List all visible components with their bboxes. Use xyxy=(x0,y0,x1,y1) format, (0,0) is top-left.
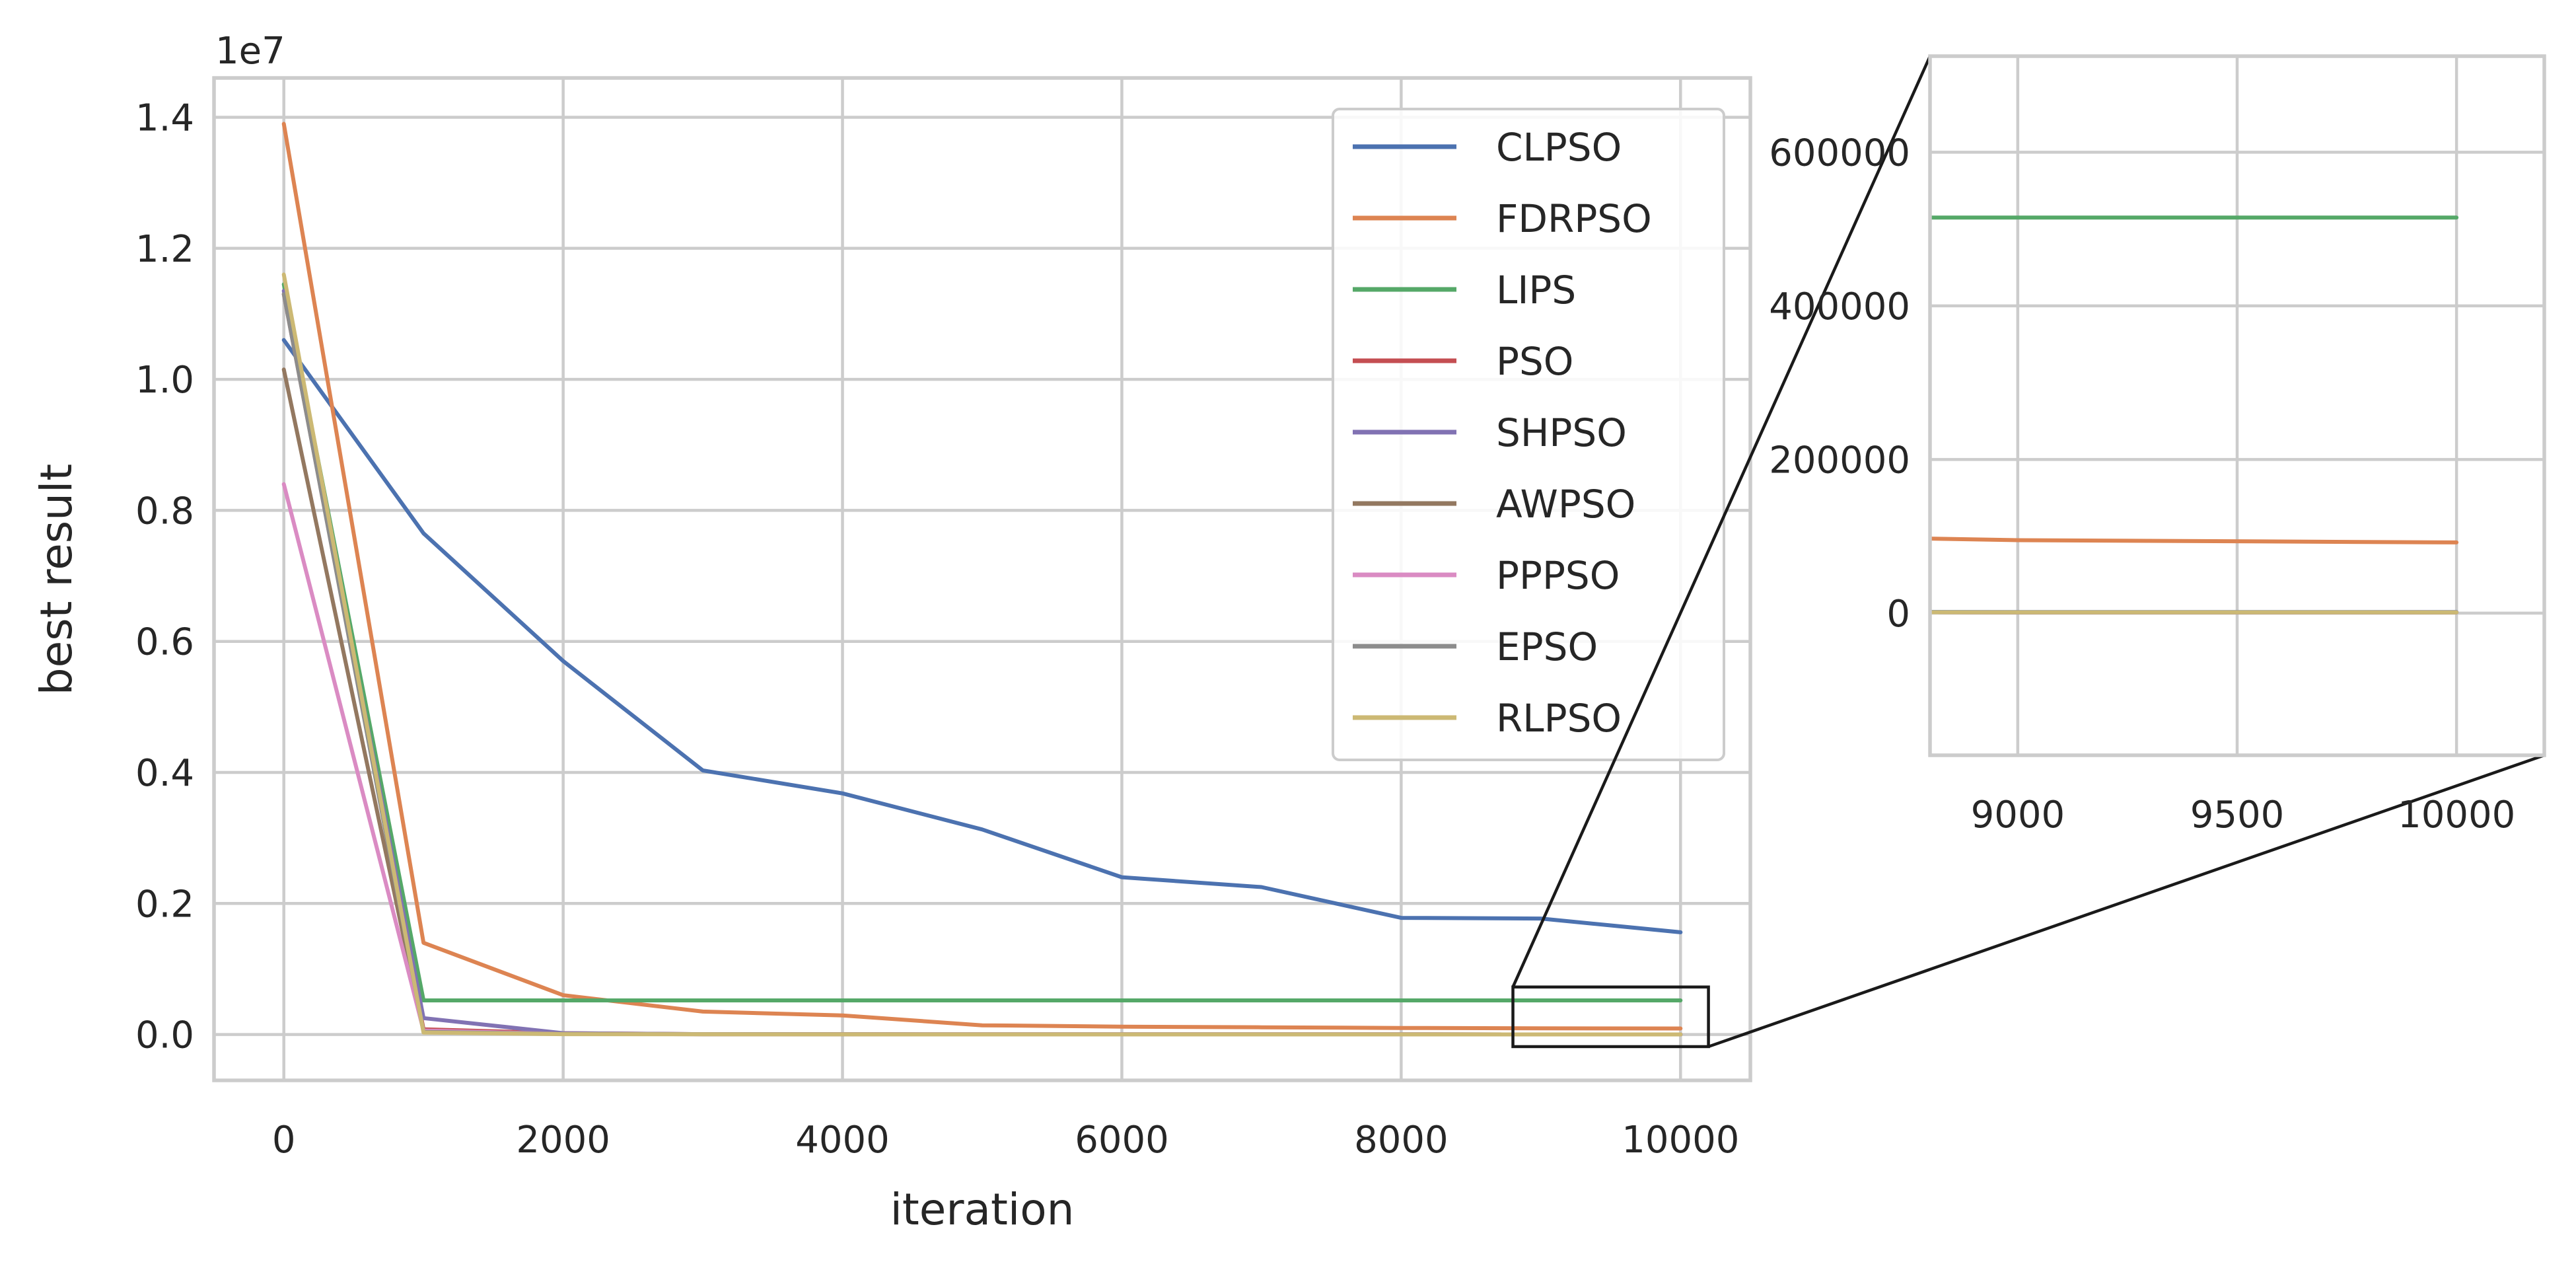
legend-label-clpso: CLPSO xyxy=(1496,125,1622,170)
inset-tick-labels: 9000 9500 10000 0 200000 400000 600000 xyxy=(1769,131,2515,837)
zoom-connector-top xyxy=(1511,56,1932,988)
zoom-region-box xyxy=(1511,985,1710,1049)
main-x-tick-label: 2000 xyxy=(516,1119,610,1162)
inset-gridlines xyxy=(1930,56,2544,755)
main-y-tick-label: 0.0 xyxy=(135,1014,194,1057)
y-axis-offset-label: 1e7 xyxy=(215,30,285,73)
inset-series-fdrpso xyxy=(1930,537,2459,544)
legend-label-shpso: SHPSO xyxy=(1496,410,1627,455)
main-y-tick-label: 1.2 xyxy=(135,228,194,271)
main-series-fdrpso xyxy=(281,122,1683,1031)
legend-frame xyxy=(1332,108,1725,761)
inset-y-tick-label: 600000 xyxy=(1769,131,1910,174)
legend-label-pppso: PPPSO xyxy=(1496,553,1620,598)
inset-y-tick-label: 0 xyxy=(1886,593,1910,636)
main-x-tick-label: 6000 xyxy=(1075,1119,1169,1162)
main-plot-lines xyxy=(281,122,1683,1037)
main-x-tick-label: 10000 xyxy=(1622,1119,1739,1162)
legend-label-rlpso: RLPSO xyxy=(1496,696,1622,741)
main-plot-frame xyxy=(212,76,1752,1082)
inset-x-tick-label: 9000 xyxy=(1971,794,2065,837)
main-series-clpso xyxy=(281,338,1683,934)
zoom-connector-bottom xyxy=(1707,753,2545,1049)
main-x-tick-label: 8000 xyxy=(1354,1119,1449,1162)
inset-plot-lines xyxy=(1930,215,2459,615)
main-y-tick-label: 0.6 xyxy=(135,621,194,664)
main-x-tick-label: 4000 xyxy=(795,1119,890,1162)
main-tick-labels: 0 2000 4000 6000 8000 10000 0.0 0.2 0.4 0.6 0.8 1.0… xyxy=(135,96,1739,1162)
main-y-tick-label: 1.0 xyxy=(135,359,194,402)
zoom-indicator xyxy=(1511,56,2545,1049)
main-y-tick-label: 1.4 xyxy=(135,96,194,139)
legend-label-lips: LIPS xyxy=(1496,268,1576,313)
main-series-lips xyxy=(281,282,1683,1002)
legend-label-awpso: AWPSO xyxy=(1496,482,1635,527)
main-y-tick-label: 0.4 xyxy=(135,752,194,795)
main-series-rlpso xyxy=(281,272,1683,1037)
legend-label-epso: EPSO xyxy=(1496,624,1598,669)
legend-label-pso: PSO xyxy=(1496,339,1573,384)
x-axis-label: iteration xyxy=(890,1184,1075,1235)
inset-x-tick-label: 10000 xyxy=(2398,794,2515,837)
legend: CLPSO FDRPSO LIPS PSO SHPSO AWPSO PPPSO EPSO RLP… xyxy=(1332,108,1725,761)
legend-label-fdrpso: FDRPSO xyxy=(1496,196,1652,241)
inset-y-tick-label: 200000 xyxy=(1769,439,1910,482)
inset-x-tick-label: 9500 xyxy=(2190,794,2285,837)
y-axis-label: best result xyxy=(31,464,82,695)
main-y-tick-label: 0.2 xyxy=(135,883,194,926)
inset-plot-frame xyxy=(1928,54,2546,757)
main-x-tick-label: 0 xyxy=(272,1119,296,1162)
main-y-tick-label: 0.8 xyxy=(135,490,194,533)
inset-y-tick-label: 400000 xyxy=(1769,285,1910,328)
